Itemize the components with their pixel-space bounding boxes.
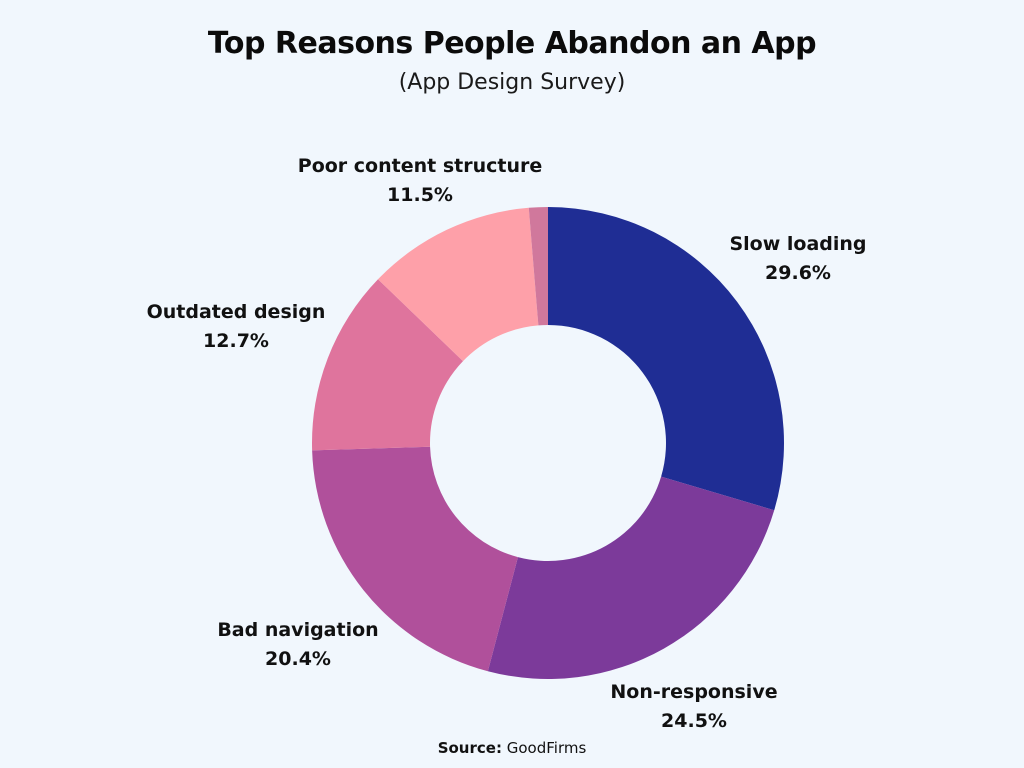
slice-label: Poor content structure xyxy=(298,155,542,177)
slice-value-label: 12.7% xyxy=(203,330,269,352)
slice-value-label: 20.4% xyxy=(265,648,331,670)
donut-slice-outdated-design xyxy=(312,279,464,451)
donut-slice-poor-content-structure xyxy=(378,207,539,362)
source-name: GoodFirms xyxy=(506,739,587,757)
slice-label: Slow loading xyxy=(729,233,866,255)
donut-slices xyxy=(312,207,784,679)
slice-value-label: 29.6% xyxy=(765,262,831,284)
slice-label: Outdated design xyxy=(147,301,326,323)
slice-value-label: 11.5% xyxy=(387,184,453,206)
source-prefix: Source: xyxy=(437,739,502,757)
donut-slice-slow-loading xyxy=(548,207,784,511)
chart-subtitle: (App Design Survey) xyxy=(398,70,626,95)
donut-slice-bad-navigation xyxy=(312,446,518,672)
donut-slice-non-responsive xyxy=(487,476,775,679)
slice-labels: Slow loading 29.6% Non-responsive 24.5% Bad … xyxy=(147,155,867,732)
source-note: Source: GoodFirms xyxy=(0,739,1024,757)
slice-label: Non-responsive xyxy=(610,681,777,703)
donut-slice-unlabeled xyxy=(528,207,548,326)
slice-label: Bad navigation xyxy=(217,619,378,641)
slice-value-label: 24.5% xyxy=(661,710,727,732)
chart-title: Top Reasons People Abandon an App xyxy=(207,26,817,61)
